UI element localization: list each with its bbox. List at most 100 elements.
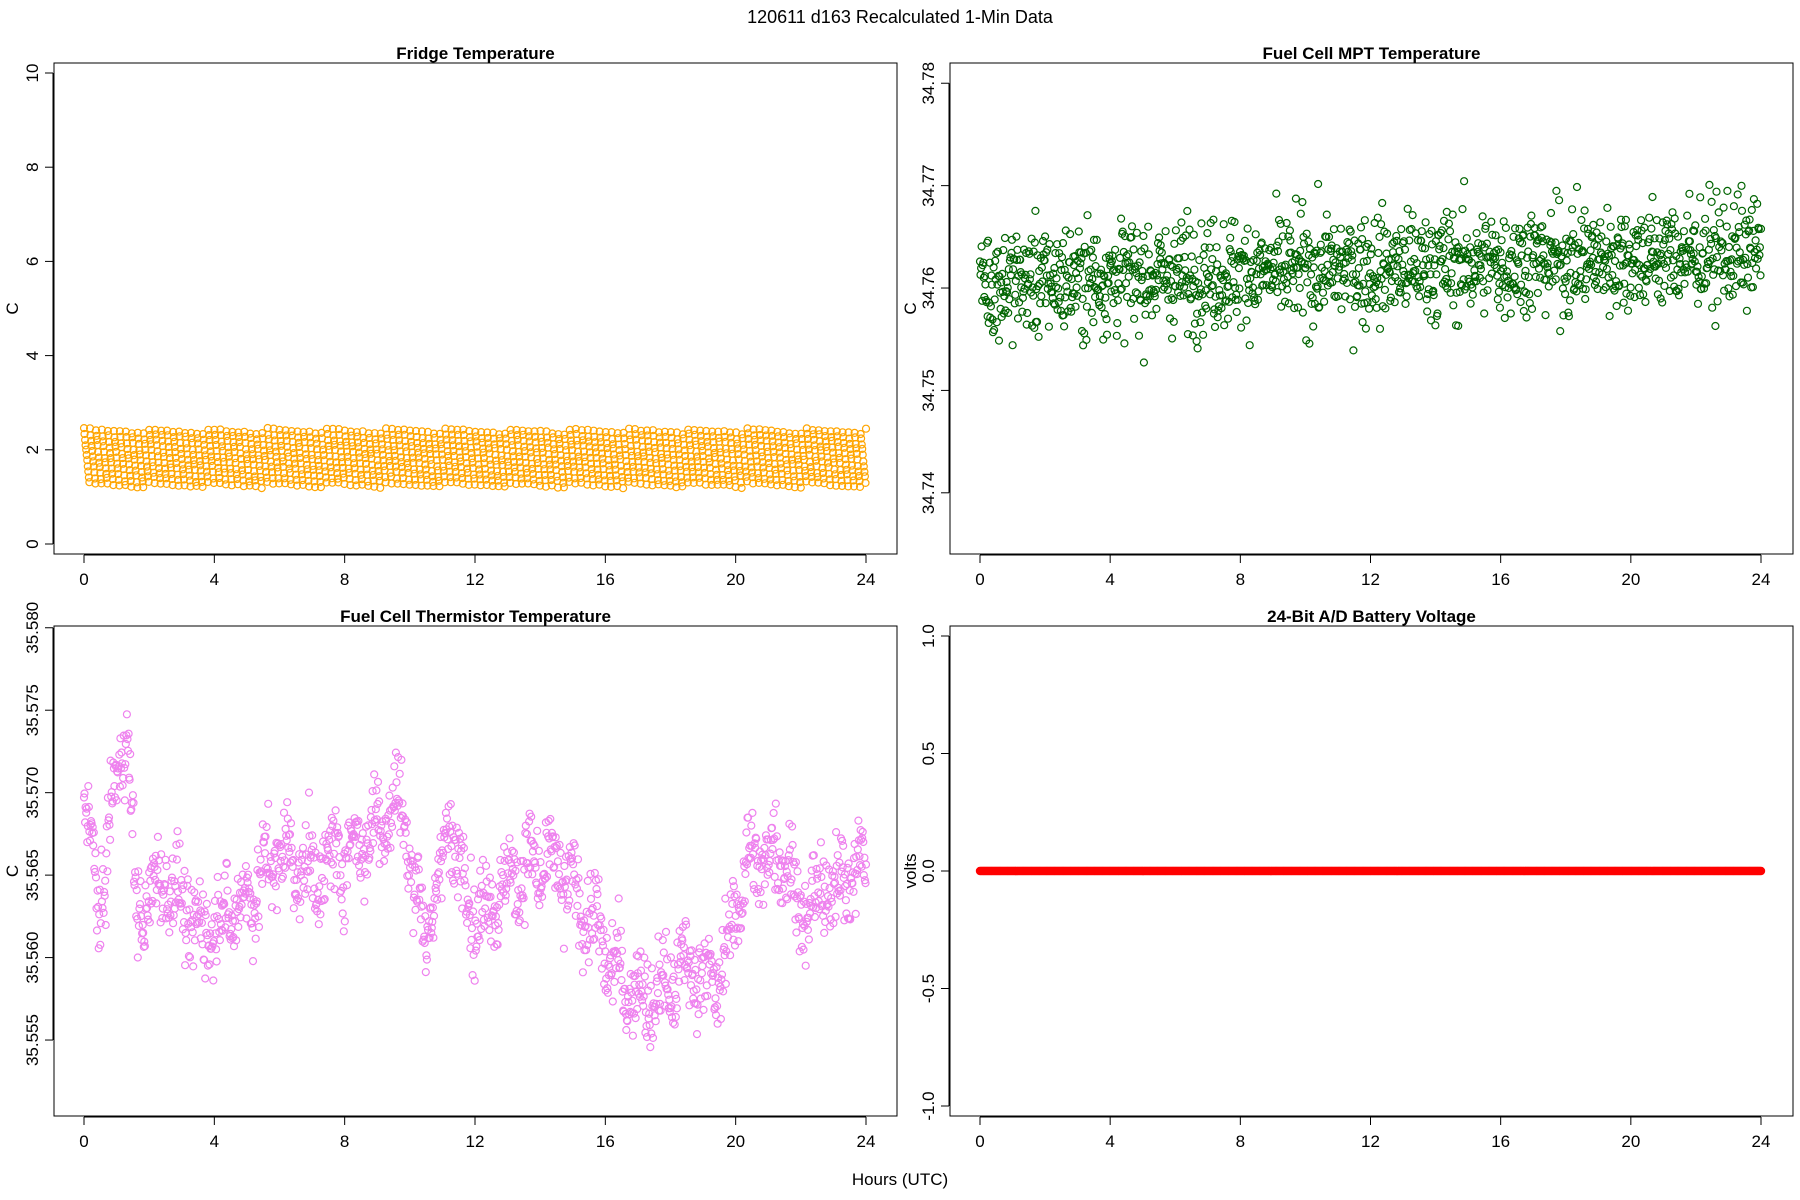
- data-point: [830, 470, 840, 479]
- data-point: [791, 429, 800, 438]
- data-point: [855, 482, 865, 491]
- data-point: [723, 461, 732, 470]
- data-point: [521, 458, 530, 467]
- data-point: [120, 477, 129, 486]
- data-point: [606, 482, 616, 491]
- data-point: [1169, 317, 1178, 326]
- data-point: [747, 821, 756, 830]
- data-point: [760, 479, 770, 488]
- data-point: [1226, 233, 1235, 242]
- data-point: [1603, 203, 1612, 212]
- data-point: [1516, 280, 1526, 289]
- data-point: [503, 457, 512, 466]
- data-point: [687, 463, 697, 472]
- data-point: [677, 472, 686, 481]
- data-point: [1444, 235, 1453, 244]
- data-point: [856, 825, 865, 835]
- data-point: [783, 466, 792, 475]
- x-tick-label: 0: [79, 1132, 88, 1151]
- data-point: [499, 472, 508, 481]
- data-point: [1041, 299, 1050, 308]
- data-point: [267, 462, 276, 471]
- data-point: [566, 430, 575, 439]
- data-point: [392, 474, 402, 483]
- data-point: [1052, 274, 1061, 283]
- data-point: [646, 464, 655, 473]
- data-point: [141, 451, 151, 460]
- data-point: [377, 434, 386, 443]
- data-point: [664, 466, 673, 475]
- data-point: [88, 446, 97, 456]
- data-point: [253, 845, 262, 854]
- data-point: [95, 463, 104, 472]
- data-point: [680, 451, 690, 461]
- data-point: [1035, 279, 1044, 288]
- data-point: [1178, 233, 1188, 242]
- data-point: [1562, 256, 1571, 265]
- data-point: [1375, 324, 1385, 333]
- data-point: [165, 448, 174, 457]
- x-tick-label: 0: [975, 570, 984, 589]
- data-point: [246, 429, 255, 438]
- data-point: [759, 463, 768, 472]
- data-point: [789, 472, 798, 481]
- data-point: [739, 445, 748, 454]
- data-point: [766, 480, 776, 489]
- data-point: [528, 464, 537, 473]
- data-point: [398, 468, 407, 477]
- data-point: [212, 446, 221, 455]
- data-point: [689, 473, 698, 482]
- data-point: [105, 448, 115, 458]
- data-point: [707, 480, 716, 489]
- data-point: [432, 456, 441, 465]
- data-point: [797, 434, 807, 444]
- data-point: [858, 444, 867, 453]
- data-point: [1737, 181, 1746, 190]
- data-point: [217, 442, 227, 451]
- data-point: [333, 474, 342, 483]
- data-point: [1161, 227, 1170, 236]
- data-point: [601, 482, 610, 491]
- data-point: [1626, 283, 1635, 292]
- data-point: [1154, 276, 1163, 285]
- data-point: [486, 460, 495, 469]
- data-point: [1742, 306, 1752, 315]
- data-point: [83, 462, 92, 471]
- data-point: [699, 1005, 708, 1015]
- data-point: [1558, 241, 1567, 250]
- data-point: [670, 461, 679, 470]
- data-point: [745, 446, 754, 455]
- data-point: [482, 475, 491, 484]
- data-point: [760, 474, 769, 483]
- data-point: [554, 430, 563, 439]
- data-point: [519, 436, 528, 445]
- data-point: [584, 958, 593, 967]
- data-point: [776, 459, 785, 468]
- data-point: [843, 482, 853, 491]
- y-tick-label: 35.570: [23, 767, 42, 819]
- data-point: [426, 455, 435, 464]
- data-point: [285, 464, 294, 473]
- data-point: [392, 778, 401, 787]
- data-point: [373, 456, 382, 465]
- data-point: [715, 444, 724, 453]
- data-point: [693, 457, 702, 466]
- data-point: [1095, 301, 1104, 310]
- data-point: [308, 461, 317, 470]
- data-point: [628, 462, 638, 471]
- data-point: [1731, 282, 1741, 291]
- data-point: [1087, 308, 1096, 317]
- data-point: [756, 436, 765, 445]
- data-point: [180, 866, 189, 876]
- data-point: [1472, 229, 1481, 238]
- data-point: [566, 436, 576, 445]
- data-point: [837, 836, 847, 846]
- data-point: [400, 425, 409, 434]
- data-point: [782, 460, 791, 469]
- data-point: [1713, 297, 1722, 306]
- data-point: [85, 478, 94, 487]
- data-point: [100, 454, 109, 463]
- data-point: [688, 467, 697, 476]
- data-point: [390, 446, 399, 455]
- data-point: [347, 438, 356, 447]
